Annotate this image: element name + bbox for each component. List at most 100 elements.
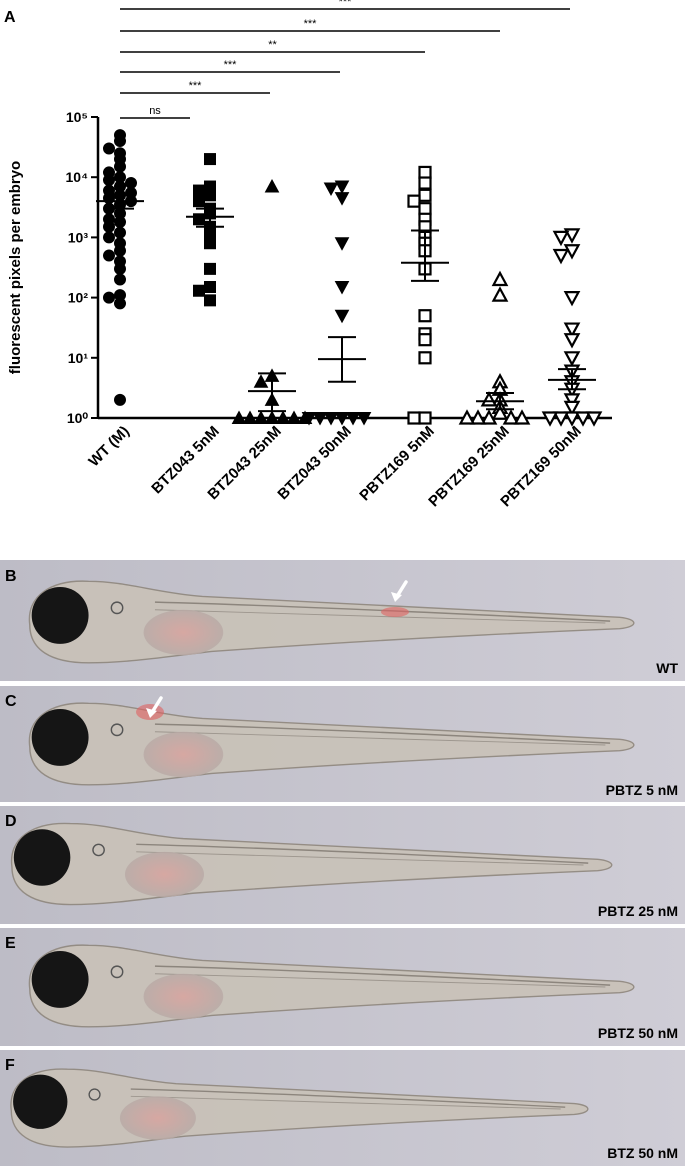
point <box>301 412 317 426</box>
y-tick-label: 10⁴ <box>66 169 89 185</box>
point <box>552 411 570 427</box>
panel-letter: B <box>5 568 17 585</box>
point <box>204 237 216 250</box>
image-panel: D PBTZ 25 nM <box>0 806 685 924</box>
image-panel: F BTZ 50 nM <box>0 1050 685 1166</box>
point <box>356 412 372 426</box>
image-panels: B WT C PBTZ 5 nM D PBTZ 25 nM E PBTZ 50 … <box>0 560 685 1166</box>
y-tick-label: 10⁰ <box>67 410 89 426</box>
panel-caption: WT <box>656 660 678 676</box>
point <box>334 180 350 195</box>
point <box>563 244 581 260</box>
point <box>114 216 126 229</box>
y-tick-label: 10³ <box>68 229 89 245</box>
point <box>552 248 570 265</box>
point <box>407 411 421 425</box>
point <box>418 176 432 190</box>
point <box>242 410 258 424</box>
point <box>193 184 205 197</box>
point <box>204 280 216 293</box>
point <box>491 270 509 287</box>
point <box>334 309 350 324</box>
point <box>458 409 476 425</box>
point <box>574 411 592 427</box>
point <box>103 291 115 304</box>
point <box>103 249 115 262</box>
point <box>563 322 581 338</box>
panel-label: A <box>4 9 16 26</box>
point <box>193 195 205 208</box>
point <box>114 262 126 275</box>
point <box>103 231 115 244</box>
point <box>114 134 126 147</box>
point <box>418 202 432 216</box>
point <box>563 411 581 427</box>
point <box>345 412 361 426</box>
point <box>204 262 216 275</box>
point <box>253 374 269 388</box>
significance-label: ** <box>268 39 277 51</box>
point <box>275 410 291 424</box>
point <box>563 400 581 417</box>
point <box>418 333 432 347</box>
panel-caption: PBTZ 50 nM <box>598 1025 678 1041</box>
panel-letter: C <box>5 693 17 710</box>
point <box>264 410 280 424</box>
point <box>418 351 432 365</box>
point <box>491 286 509 302</box>
image-panel: C PBTZ 5 nM <box>0 686 685 802</box>
point <box>114 297 126 310</box>
point <box>334 192 350 206</box>
point <box>334 280 350 295</box>
panel-letter: E <box>5 935 16 952</box>
point <box>103 142 115 155</box>
point <box>114 244 126 257</box>
significance-label: *** <box>189 80 203 92</box>
point <box>103 173 115 186</box>
point <box>418 309 432 323</box>
panel-caption: PBTZ 25 nM <box>598 903 678 919</box>
point <box>114 273 126 286</box>
point <box>541 411 559 427</box>
panel-caption: BTZ 50 nM <box>607 1145 678 1161</box>
point <box>253 410 269 424</box>
point <box>114 160 126 173</box>
point <box>563 228 581 244</box>
chart: fluorescent pixels per embryo 10⁰ 10¹ 10² 10… <box>7 0 612 510</box>
y-axis-label: fluorescent pixels per embryo <box>7 161 24 374</box>
point <box>264 178 280 193</box>
point <box>563 351 581 367</box>
point <box>334 412 350 426</box>
point <box>480 391 498 407</box>
point <box>552 230 570 247</box>
x-tick-label: PBTZ169 5nM <box>356 423 438 505</box>
point <box>418 188 432 202</box>
point <box>204 189 216 202</box>
panel-caption: PBTZ 5 nM <box>606 782 678 798</box>
point <box>491 404 509 420</box>
point <box>502 409 520 425</box>
significance-label: ns <box>149 105 161 117</box>
y-tick-label: 10⁵ <box>66 109 88 125</box>
point <box>469 409 487 425</box>
point <box>114 226 126 239</box>
point <box>193 284 205 297</box>
point <box>334 237 350 251</box>
point <box>563 393 581 409</box>
point <box>323 412 339 426</box>
point <box>193 213 205 226</box>
point <box>286 410 302 424</box>
point <box>418 165 432 180</box>
panel-letter: D <box>5 813 17 830</box>
point <box>407 194 421 208</box>
point <box>204 153 216 166</box>
point <box>563 291 581 307</box>
point <box>323 182 339 197</box>
point <box>231 410 247 424</box>
y-tick-label: 10¹ <box>68 350 89 366</box>
point <box>480 409 498 425</box>
point <box>204 294 216 307</box>
point <box>114 393 126 406</box>
fluorescence <box>381 607 409 617</box>
